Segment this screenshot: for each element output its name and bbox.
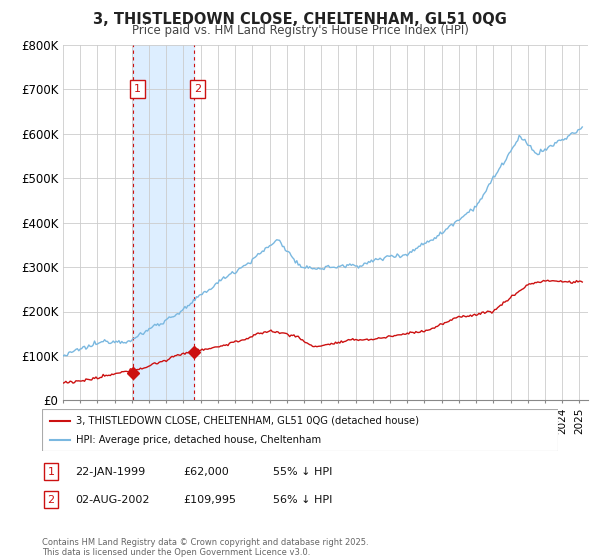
Text: 3, THISTLEDOWN CLOSE, CHELTENHAM, GL51 0QG: 3, THISTLEDOWN CLOSE, CHELTENHAM, GL51 0… — [93, 12, 507, 27]
Text: 56% ↓ HPI: 56% ↓ HPI — [273, 494, 332, 505]
Text: £109,995: £109,995 — [183, 494, 236, 505]
Text: Price paid vs. HM Land Registry's House Price Index (HPI): Price paid vs. HM Land Registry's House … — [131, 24, 469, 37]
Text: 55% ↓ HPI: 55% ↓ HPI — [273, 466, 332, 477]
Text: 3, THISTLEDOWN CLOSE, CHELTENHAM, GL51 0QG (detached house): 3, THISTLEDOWN CLOSE, CHELTENHAM, GL51 0… — [76, 416, 419, 426]
Bar — [133, 45, 194, 400]
Text: 02-AUG-2002: 02-AUG-2002 — [75, 494, 149, 505]
FancyBboxPatch shape — [42, 409, 558, 451]
Text: Contains HM Land Registry data © Crown copyright and database right 2025.
This d: Contains HM Land Registry data © Crown c… — [42, 538, 368, 557]
Text: £62,000: £62,000 — [183, 466, 229, 477]
Text: 22-JAN-1999: 22-JAN-1999 — [75, 466, 145, 477]
Text: 1: 1 — [134, 84, 140, 94]
Text: 2: 2 — [47, 494, 55, 505]
Text: HPI: Average price, detached house, Cheltenham: HPI: Average price, detached house, Chel… — [76, 435, 320, 445]
Text: 2: 2 — [194, 84, 202, 94]
Text: 1: 1 — [47, 466, 55, 477]
